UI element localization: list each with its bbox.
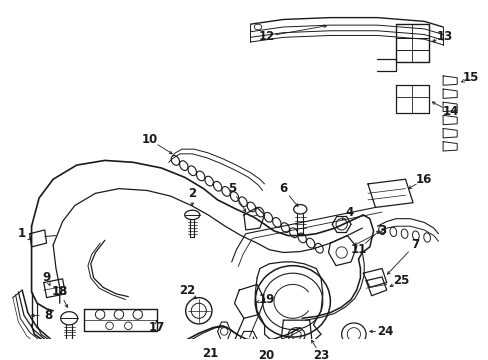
Text: 17: 17: [148, 321, 164, 334]
Text: 16: 16: [415, 173, 431, 186]
Text: 1: 1: [18, 227, 26, 240]
Text: 5: 5: [227, 182, 235, 195]
Text: 21: 21: [202, 347, 218, 360]
Text: 19: 19: [258, 293, 274, 306]
Text: 23: 23: [312, 349, 328, 360]
Text: 4: 4: [345, 206, 352, 219]
Text: 14: 14: [442, 105, 458, 118]
Text: 7: 7: [410, 238, 418, 252]
Text: 10: 10: [142, 133, 158, 146]
Text: 22: 22: [179, 284, 195, 297]
Text: 2: 2: [188, 187, 196, 200]
Text: 6: 6: [279, 182, 287, 195]
Text: 15: 15: [462, 71, 479, 84]
Text: 20: 20: [258, 349, 274, 360]
Text: 3: 3: [377, 224, 386, 237]
Text: 24: 24: [376, 325, 392, 338]
Text: 11: 11: [350, 243, 366, 256]
Text: 25: 25: [393, 274, 409, 287]
Text: 12: 12: [258, 30, 274, 43]
Text: 13: 13: [436, 30, 452, 43]
Text: 18: 18: [51, 285, 68, 298]
Text: 8: 8: [44, 309, 53, 322]
Text: 9: 9: [42, 271, 51, 284]
